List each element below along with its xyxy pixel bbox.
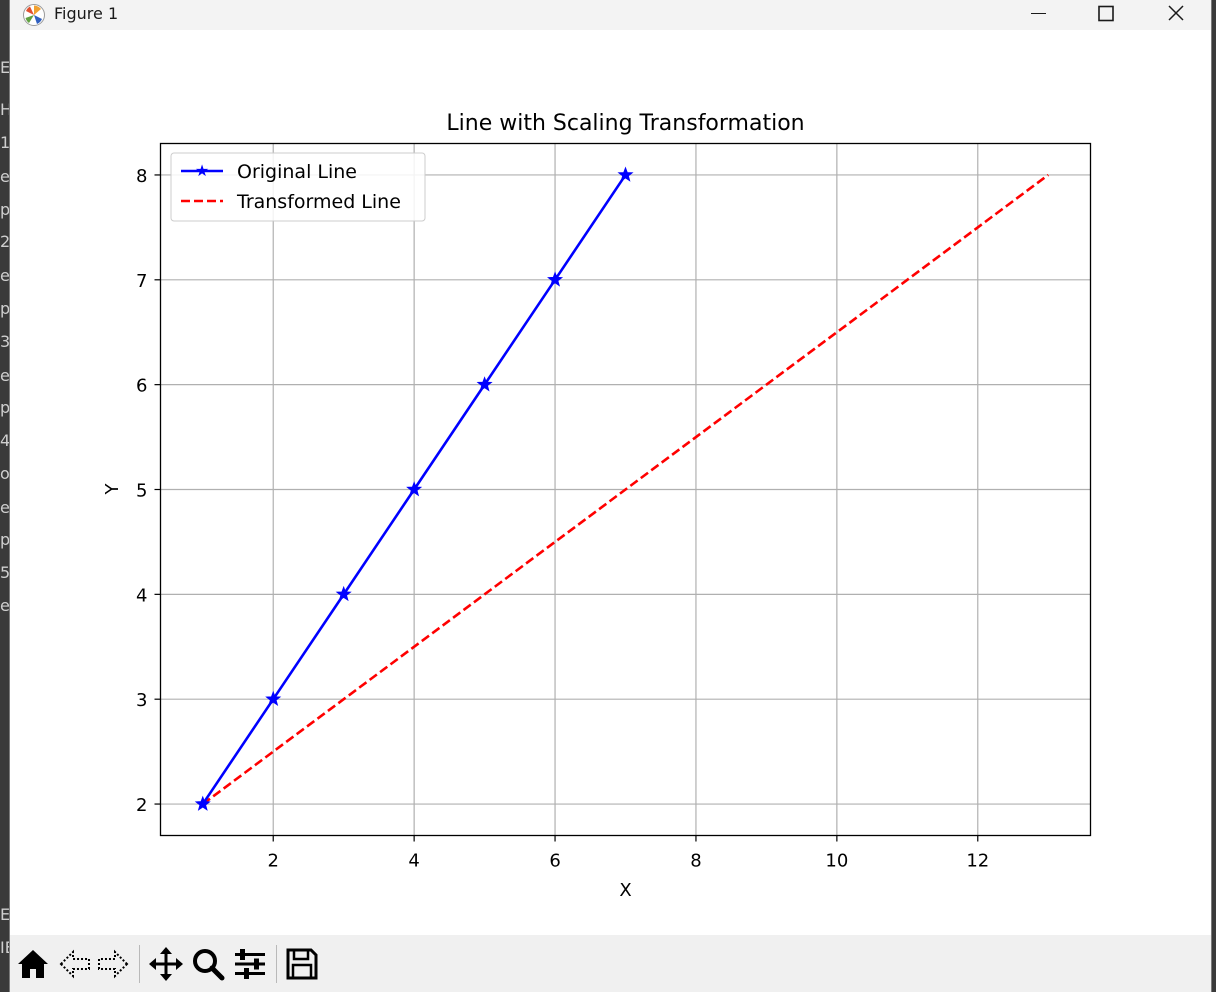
background-text-fragment: 1 [0, 133, 11, 152]
pan-button[interactable] [148, 946, 184, 982]
legend: ★ Original Line Transformed Line [170, 152, 426, 222]
navigation-toolbar [10, 935, 1211, 992]
legend-label-transformed-line: Transformed Line [236, 191, 401, 213]
y-tick-label: 5 [136, 481, 147, 502]
figure-canvas[interactable]: 2 4 6 8 10 12 2 3 4 5 6 7 8 Line with Scaling Transf… [10, 36, 1211, 934]
x-tick-label: 8 [690, 851, 701, 872]
data-point-star-marker [547, 271, 564, 287]
background-text-fragment: e [0, 366, 10, 385]
background-text-fragment: ER [0, 58, 12, 77]
data-point-star-marker [265, 690, 282, 707]
maximize-button[interactable] [1082, 0, 1128, 30]
legend-marker-star: ★ [195, 161, 209, 180]
pan-move-icon [149, 947, 183, 981]
save-button[interactable] [284, 946, 320, 982]
background-text-fragment: E [0, 905, 11, 924]
background-text-fragment: p [0, 299, 11, 318]
y-tick-label: 7 [136, 271, 147, 292]
background-text-fragment: H [0, 100, 12, 119]
legend-box [170, 152, 426, 222]
data-point-star-marker [406, 481, 423, 497]
back-button[interactable] [57, 946, 93, 982]
x-tick-label: 12 [966, 851, 989, 872]
background-text-fragment: 5 [0, 563, 11, 582]
background-text-fragment: p [0, 530, 11, 549]
forward-button[interactable] [95, 946, 131, 982]
x-tick-label: 10 [825, 851, 848, 872]
background-editor-strip: ERH1ep2ep3ep4oep5eEIE [0, 0, 12, 992]
minimize-button[interactable] [1013, 0, 1059, 30]
y-tick-label: 2 [136, 795, 147, 816]
data-point-star-marker [617, 166, 634, 182]
y-axis-label: Y [102, 483, 123, 496]
home-icon [18, 950, 48, 978]
data-point-star-marker [194, 795, 211, 811]
data-point-star-marker [476, 376, 493, 392]
background-text-fragment: 4 [0, 431, 11, 450]
title-bar[interactable]: Figure 1 [10, 0, 1211, 30]
y-tick-label: 4 [136, 585, 147, 606]
window-title: Figure 1 [54, 4, 119, 23]
configure-subplots-button[interactable] [232, 946, 268, 982]
back-arrow-icon [59, 949, 90, 979]
background-text-fragment: e [0, 167, 10, 186]
background-text-fragment: o [0, 464, 10, 483]
background-text-fragment: e [0, 498, 10, 517]
home-button[interactable] [15, 946, 51, 982]
legend-label-original-line: Original Line [237, 161, 357, 183]
zoom-magnifier-icon [193, 949, 225, 981]
save-disk-icon [286, 948, 318, 980]
background-editor-right-edge [1210, 0, 1216, 992]
close-button[interactable] [1153, 0, 1199, 30]
configure-subplots-icon [235, 949, 265, 979]
background-text-fragment: p [0, 200, 11, 219]
maximize-icon [1098, 5, 1114, 22]
forward-arrow-icon [98, 949, 129, 979]
series-transformed-line [201, 173, 1050, 806]
background-text-fragment: 3 [0, 332, 11, 351]
background-text-fragment: e [0, 596, 10, 615]
axis-ticks: 2 4 6 8 10 12 2 3 4 5 6 7 8 [136, 166, 989, 872]
figure-window: Figure 1 2 4 6 8 10 12 2 3 4 5 6 7 8 Line with Scali… [10, 0, 1211, 992]
chart-title: Line with Scaling Transformation [446, 111, 804, 136]
data-point-star-marker [335, 585, 352, 602]
y-tick-label: 8 [136, 166, 147, 187]
y-tick-label: 6 [136, 376, 147, 397]
line-chart: 2 4 6 8 10 12 2 3 4 5 6 7 8 Line with Scaling Transf… [102, 111, 1092, 901]
x-tick-label: 4 [408, 851, 419, 872]
toolbar-separator [276, 945, 277, 983]
background-text-fragment: 2 [0, 232, 11, 251]
x-tick-label: 2 [268, 851, 279, 872]
background-text-fragment: p [0, 398, 11, 417]
close-icon [1168, 5, 1184, 21]
x-tick-label: 6 [549, 851, 560, 872]
data-lines [194, 166, 1050, 811]
background-text-fragment: e [0, 266, 10, 285]
x-axis-label: X [619, 880, 631, 901]
zoom-button[interactable] [190, 946, 226, 982]
matplotlib-logo-icon [23, 4, 45, 26]
background-text-fragment: IE [0, 938, 12, 957]
toolbar-separator [139, 945, 140, 983]
y-tick-label: 3 [136, 690, 147, 711]
